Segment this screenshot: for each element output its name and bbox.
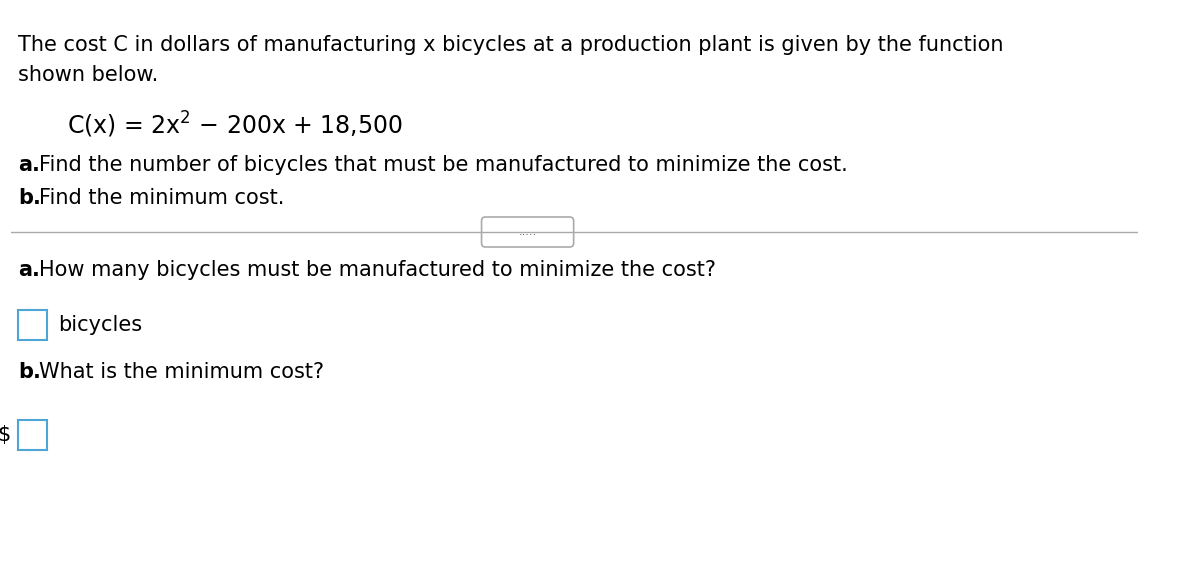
Text: bicycles: bicycles [58, 315, 142, 335]
Text: Find the minimum cost.: Find the minimum cost. [40, 188, 284, 208]
FancyBboxPatch shape [18, 310, 47, 340]
Text: a.: a. [18, 155, 41, 175]
Text: $: $ [0, 425, 11, 445]
Text: The cost C in dollars of manufacturing x bicycles at a production plant is given: The cost C in dollars of manufacturing x… [18, 35, 1004, 55]
Text: .....: ..... [518, 227, 536, 237]
Text: b.: b. [18, 188, 41, 208]
Text: How many bicycles must be manufactured to minimize the cost?: How many bicycles must be manufactured t… [40, 260, 716, 280]
Text: What is the minimum cost?: What is the minimum cost? [40, 362, 324, 382]
FancyBboxPatch shape [18, 420, 47, 450]
Text: C(x) = 2x$^2$ $-$ 200x + 18,500: C(x) = 2x$^2$ $-$ 200x + 18,500 [67, 110, 403, 140]
FancyBboxPatch shape [481, 217, 574, 247]
Text: Find the number of bicycles that must be manufactured to minimize the cost.: Find the number of bicycles that must be… [40, 155, 847, 175]
Text: b.: b. [18, 362, 41, 382]
Text: a.: a. [18, 260, 41, 280]
Text: shown below.: shown below. [18, 65, 158, 85]
